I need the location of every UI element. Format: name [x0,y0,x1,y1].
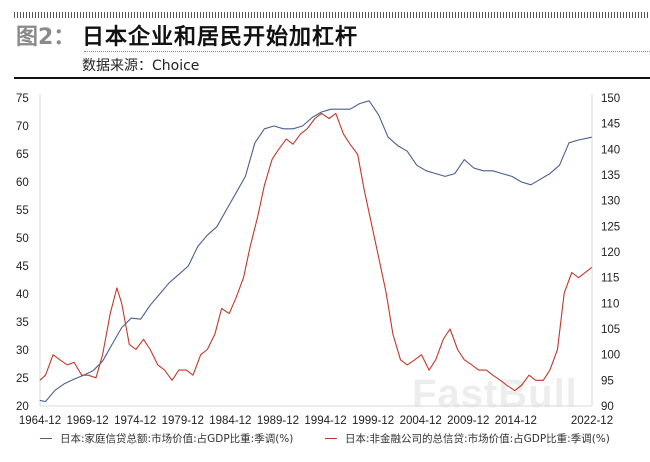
y-right-tick-label: 95 [601,375,614,387]
y-left-tick-label: 35 [16,317,29,329]
corporate-credit-line [39,112,593,392]
y-right-tick-label: 115 [601,273,619,285]
figure-label: 图2： [16,25,76,50]
y-right-tick-label: 145 [601,119,620,131]
x-tick-label: 1989-12 [257,415,299,427]
y-right-tick-label: 150 [601,93,620,105]
x-tick-label: 1974-12 [114,415,156,427]
x-tick-label: 1984-12 [209,415,251,427]
x-tick-label: 2014-12 [495,415,537,427]
y-right-tick-label: 140 [601,144,620,156]
y-right-tick-label: 135 [601,170,620,182]
y-left-tick-label: 60 [16,177,29,189]
header-rule [14,77,650,79]
legend-label-household: 日本:家庭信贷总额:市场价值:占GDP比重:季调(%) [60,433,294,445]
y-left-tick-label: 65 [16,149,29,161]
y-right-tick-label: 105 [601,324,620,336]
y-left-tick-label: 45 [16,261,29,273]
legend-swatch-household [40,437,52,440]
x-tick-label: 1999-12 [352,415,394,427]
x-tick-label: 2004-12 [400,415,442,427]
y-right-tick-label: 90 [601,401,614,413]
legend-item-household: 日本:家庭信贷总额:市场价值:占GDP比重:季调(%) [40,431,293,446]
x-tick-label: 1994-12 [304,415,346,427]
data-source: 数据来源：Choice [82,58,200,74]
legend-swatch-corporate [325,437,337,440]
watermark: FastBull [412,372,578,416]
y-right-tick-label: 110 [601,298,619,310]
x-tick-label: 2009-12 [447,415,489,427]
x-tick-label: 1979-12 [162,415,204,427]
y-left-tick-label: 75 [16,93,29,105]
y-left-tick-label: 40 [16,289,29,301]
chart-title: 日本企业和居民开始加杠杆 [82,25,359,50]
y-left-tick-label: 55 [16,205,29,217]
y-left-tick-label: 70 [16,121,29,133]
top-decorative-ticks [14,12,650,18]
household-credit-line [39,100,592,403]
y-left-tick-label: 30 [16,345,29,357]
y-left-tick-label: 50 [16,233,29,245]
title-divider [84,51,650,52]
y-left-tick-label: 25 [16,373,29,385]
x-tick-label: 1969-12 [66,415,108,427]
x-tick-label: 1964-12 [19,415,61,427]
y-left-tick-label: 20 [16,401,29,413]
chart-axes: 20 25 30 35 40 45 50 55 60 65 70 75 90 95 100 105 110 115… [16,93,620,427]
chart-series [39,100,593,403]
legend-item-corporate: 日本:非金融公司的总信贷:市场价值:占GDP比重:季调(%) [325,431,610,446]
y-right-tick-label: 120 [601,247,620,259]
y-right-tick-label: 100 [601,350,620,362]
y-right-tick-label: 125 [601,221,620,233]
y-right-tick-label: 130 [601,196,620,208]
x-tick-label: 2022-12 [571,415,613,427]
legend-label-corporate: 日本:非金融公司的总信贷:市场价值:占GDP比重:季调(%) [345,433,610,445]
